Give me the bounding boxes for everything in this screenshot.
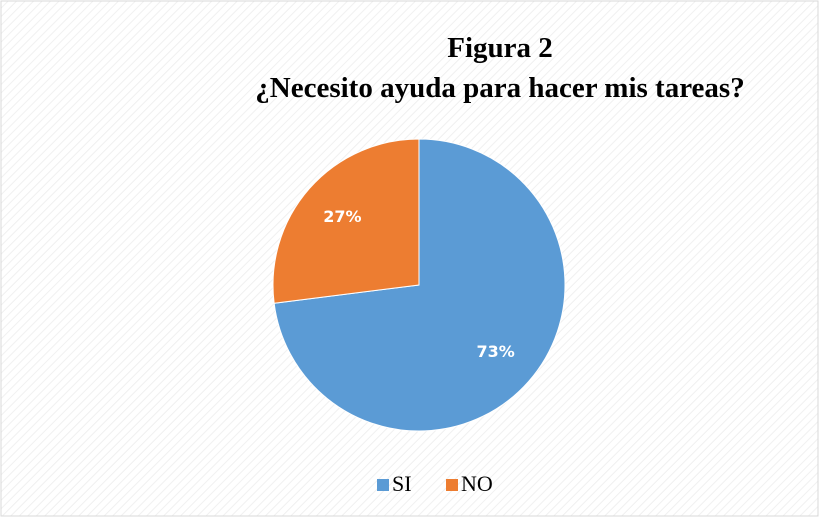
chart-subtitle: ¿Necesito ayuda para hacer mis tareas? xyxy=(255,72,744,104)
data-label: 27% xyxy=(323,207,361,226)
chart-title: Figura 2 xyxy=(447,32,553,64)
pie-slice xyxy=(273,138,566,432)
legend-label: NO xyxy=(461,471,493,496)
legend-swatch xyxy=(377,479,389,491)
pie-slice xyxy=(272,138,420,304)
legend-label: SI xyxy=(392,471,412,496)
data-label: 73% xyxy=(477,342,515,361)
legend-swatch xyxy=(446,479,458,491)
